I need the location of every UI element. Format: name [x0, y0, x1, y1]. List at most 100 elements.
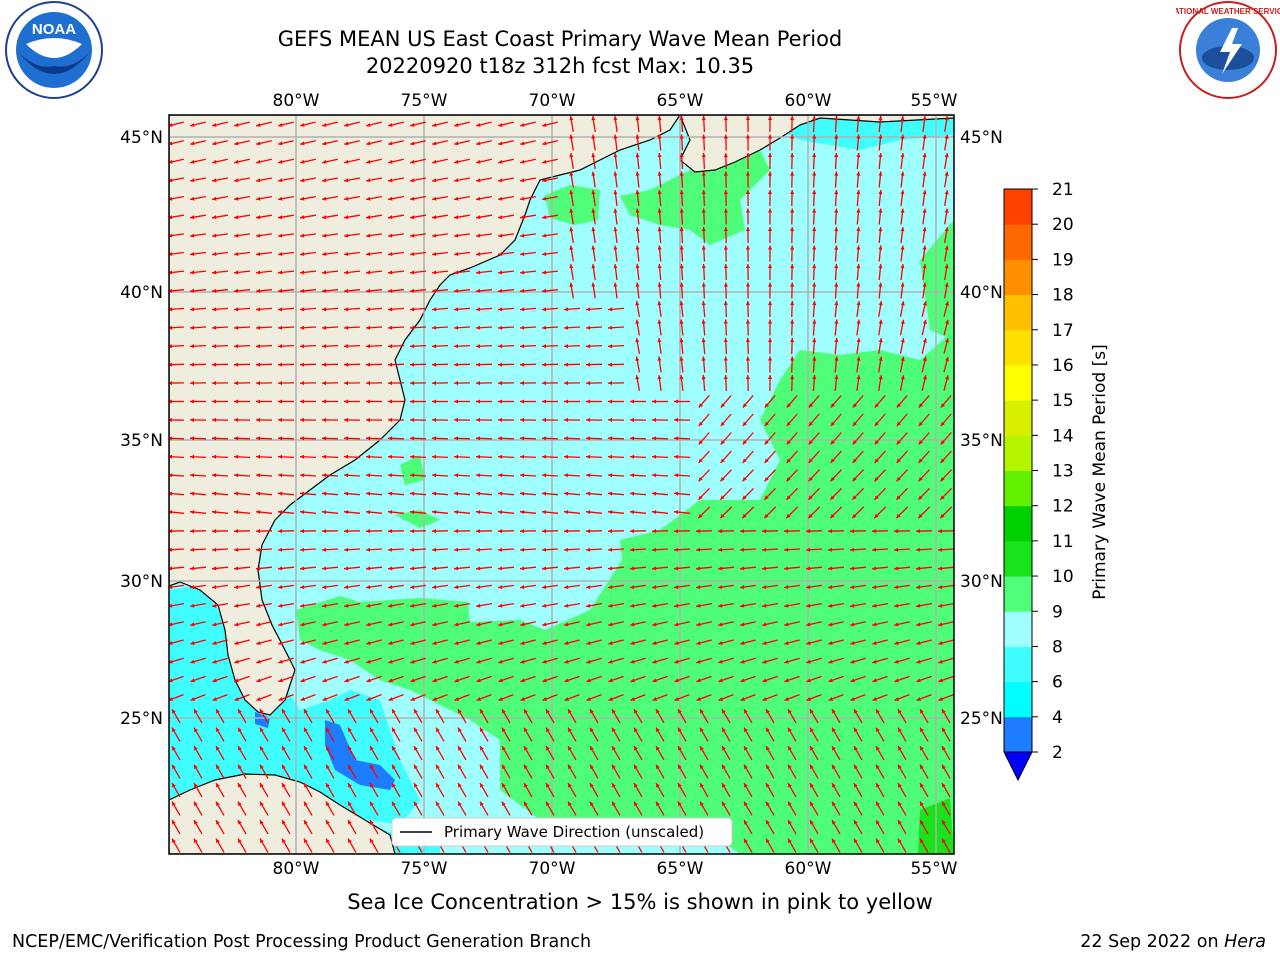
wave-arrow-head: [723, 338, 728, 343]
wave-arrow-head: [454, 678, 459, 683]
wave-arrow-head: [278, 585, 283, 590]
wave-arrow-head: [856, 134, 861, 139]
wave-arrow-head: [542, 678, 547, 683]
wave-arrow-head: [652, 622, 657, 627]
wave-arrow-head: [586, 529, 591, 534]
wave-arrow-head: [388, 417, 392, 422]
wave-arrow-head: [944, 227, 949, 232]
wave-arrow-head: [190, 307, 195, 312]
wave-arrow-head: [922, 356, 927, 362]
wave-arrow-head: [304, 820, 308, 825]
wave-arrow-head: [786, 403, 791, 408]
wave-arrow-head: [234, 362, 239, 367]
wave-arrow-head: [388, 697, 393, 701]
wave-arrow-head: [742, 458, 747, 463]
wave-arrow-head: [834, 319, 839, 324]
wave-arrow-head: [834, 301, 839, 306]
wave-arrow-head: [322, 325, 327, 330]
wave-arrow-head: [190, 529, 195, 534]
wave-arrow-head: [808, 421, 813, 426]
wave-arrow-head: [784, 603, 789, 608]
wave-arrow-head: [613, 116, 618, 121]
wave-arrow-head: [190, 233, 195, 238]
wave-arrow-head: [608, 491, 613, 496]
wave-arrow-head: [212, 288, 217, 293]
wave-arrow-head: [856, 208, 861, 213]
wave-arrow-head: [388, 603, 393, 608]
wave-arrow-head: [498, 659, 503, 664]
wave-arrow-head: [520, 325, 525, 330]
wave-arrow-head: [410, 454, 415, 459]
wave-arrow-head: [613, 208, 618, 213]
wave-arrow-head: [172, 783, 176, 788]
wave-arrow-head: [808, 403, 813, 408]
wave-arrow-head: [940, 477, 945, 482]
wave-arrow-head: [586, 697, 591, 701]
wave-arrow-head: [322, 252, 327, 256]
wave-arrow-head: [344, 678, 349, 683]
lon-label-top: 70°W: [529, 91, 576, 111]
wave-arrow-head: [432, 233, 437, 238]
wave-arrow-head: [344, 123, 349, 127]
wave-arrow-head: [790, 153, 795, 158]
wave-arrow-head: [278, 123, 283, 127]
wave-arrow-head: [454, 381, 458, 386]
wave-arrow-head: [366, 473, 371, 478]
wave-arrow-head: [172, 820, 176, 825]
wave-arrow-head: [300, 473, 305, 478]
colorbar-cell: [1004, 435, 1032, 471]
wave-arrow-head: [476, 436, 481, 441]
wave-arrow-head: [212, 659, 217, 664]
wave-arrow-head: [830, 477, 835, 482]
wave-arrow-head: [542, 288, 547, 293]
wave-arrow-head: [940, 495, 945, 500]
wave-arrow-head: [238, 764, 242, 770]
wave-arrow-head: [896, 513, 901, 519]
colorbar-tick-label: 9: [1052, 602, 1063, 622]
wave-arrow-head: [498, 362, 503, 367]
wave-arrow-head: [828, 622, 833, 627]
wave-arrow-head: [344, 659, 349, 664]
wave-arrow-head: [282, 727, 286, 733]
wave-arrow-head: [234, 344, 239, 349]
wave-arrow-head: [810, 746, 814, 751]
wave-arrow-head: [942, 764, 946, 770]
wave-arrow-head: [392, 746, 396, 751]
wave-arrow-head: [542, 399, 546, 404]
wave-arrow-head: [723, 134, 728, 139]
wave-arrow-head: [698, 440, 703, 445]
wave-arrow-head: [674, 697, 679, 701]
wave-arrow-head: [740, 529, 745, 534]
wave-arrow-head: [701, 134, 706, 139]
wave-arrow-head: [564, 603, 569, 608]
wave-arrow-head: [212, 547, 217, 552]
wave-arrow-head: [674, 510, 679, 515]
wave-arrow-head: [740, 697, 745, 701]
wave-arrow-head: [696, 678, 701, 683]
wave-arrow-head: [234, 454, 239, 459]
wave-arrow-head: [812, 153, 817, 158]
wave-arrow-head: [388, 252, 393, 256]
wave-arrow-head: [745, 208, 750, 213]
wave-arrow-head: [657, 227, 662, 232]
wave-arrow-head: [366, 399, 370, 404]
wave-arrow-head: [238, 838, 242, 844]
wave-arrow-head: [744, 838, 748, 844]
wave-arrow-head: [894, 697, 899, 701]
wave-arrow-head: [808, 440, 813, 445]
wave-arrow-head: [720, 440, 725, 445]
wave-arrow-head: [698, 477, 703, 482]
wave-arrow-head: [700, 727, 704, 733]
wave-arrow-head: [366, 252, 371, 256]
wave-arrow-head: [454, 622, 459, 627]
wave-arrow-head: [635, 208, 640, 213]
colorbar-cell: [1004, 400, 1032, 436]
colorbar-label: Primary Wave Mean Period [s]: [1090, 344, 1110, 599]
wave-arrow-head: [878, 282, 883, 287]
wave-arrow-head: [788, 801, 792, 807]
wave-arrow-head: [784, 566, 789, 571]
wave-arrow-head: [854, 801, 858, 807]
wave-arrow-head: [762, 641, 767, 645]
wave-arrow-head: [326, 727, 330, 733]
wave-arrow-head: [834, 338, 839, 343]
